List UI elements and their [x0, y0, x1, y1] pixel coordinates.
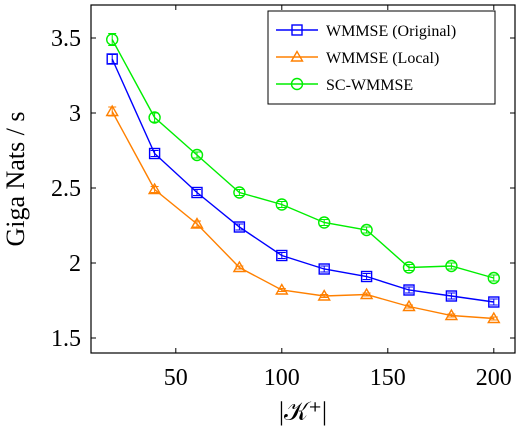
triangle-marker	[317, 289, 331, 301]
triangle-marker	[359, 287, 374, 300]
series-1	[105, 104, 501, 324]
x-tick-label: 150	[370, 365, 406, 391]
circle-marker	[190, 148, 204, 162]
y-tick-label: 2.5	[51, 176, 81, 202]
circle-marker	[487, 271, 500, 285]
legend-label: WMMSE (Original)	[326, 23, 456, 40]
circle-marker	[275, 198, 288, 211]
square-marker	[488, 296, 500, 308]
circle-marker	[402, 261, 416, 274]
circle-marker	[360, 223, 373, 237]
series-line	[111, 39, 494, 279]
circle-marker	[318, 216, 331, 229]
legend-entries: WMMSE (Original) WMMSE (Local) SC-WMMSE	[276, 23, 456, 94]
legend-entry: WMMSE (Local)	[276, 50, 439, 67]
triangle-marker	[402, 299, 416, 312]
square-marker	[106, 53, 118, 65]
square-marker	[445, 290, 458, 302]
square-marker	[191, 186, 203, 199]
triangle-marker-legend	[290, 50, 304, 62]
legend-entry: WMMSE (Original)	[276, 23, 456, 40]
circle-marker	[148, 111, 161, 124]
y-tick-label: 1.5	[51, 326, 81, 352]
square-marker	[276, 249, 288, 262]
triangle-marker	[190, 217, 204, 229]
square-marker-legend	[291, 24, 303, 36]
x-axis-title: |𝒦⁺|	[279, 397, 327, 426]
series-line	[111, 111, 494, 320]
series-layer	[105, 33, 501, 324]
triangle-marker	[487, 311, 501, 324]
triangle-marker	[275, 283, 289, 295]
series-0	[106, 53, 500, 308]
x-tick-label: 50	[164, 365, 188, 391]
square-marker	[233, 221, 246, 233]
square-marker	[148, 147, 161, 160]
y-tick-label: 2	[69, 251, 81, 277]
square-marker	[360, 270, 373, 283]
legend-entry: SC-WMMSE	[276, 77, 413, 94]
legend-label: WMMSE (Local)	[326, 50, 439, 67]
triangle-marker	[105, 104, 119, 117]
circle-marker	[105, 33, 119, 46]
series-2	[105, 33, 500, 285]
series-line	[111, 58, 494, 303]
triangle-marker	[147, 182, 162, 195]
legend-label: SC-WMMSE	[326, 77, 413, 94]
x-tick-label: 100	[264, 365, 300, 391]
legend: WMMSE (Original) WMMSE (Local) SC-WMMSE	[267, 10, 496, 105]
circle-marker-legend	[290, 77, 304, 91]
y-tick-label: 3.5	[51, 26, 81, 52]
circle-marker	[445, 259, 458, 273]
x-tick-label: 200	[476, 365, 512, 391]
y-axis-title: Giga Nats / s	[1, 111, 30, 246]
ticks-layer: 50 100 150 200 1.5 2 2.5 3 3.5	[51, 5, 515, 391]
square-marker	[318, 263, 330, 275]
square-marker	[403, 284, 415, 296]
triangle-marker	[444, 308, 459, 321]
y-tick-label: 3	[69, 101, 81, 127]
circle-marker	[233, 186, 246, 199]
triangle-marker	[232, 260, 247, 273]
plot-frame	[90, 4, 516, 354]
